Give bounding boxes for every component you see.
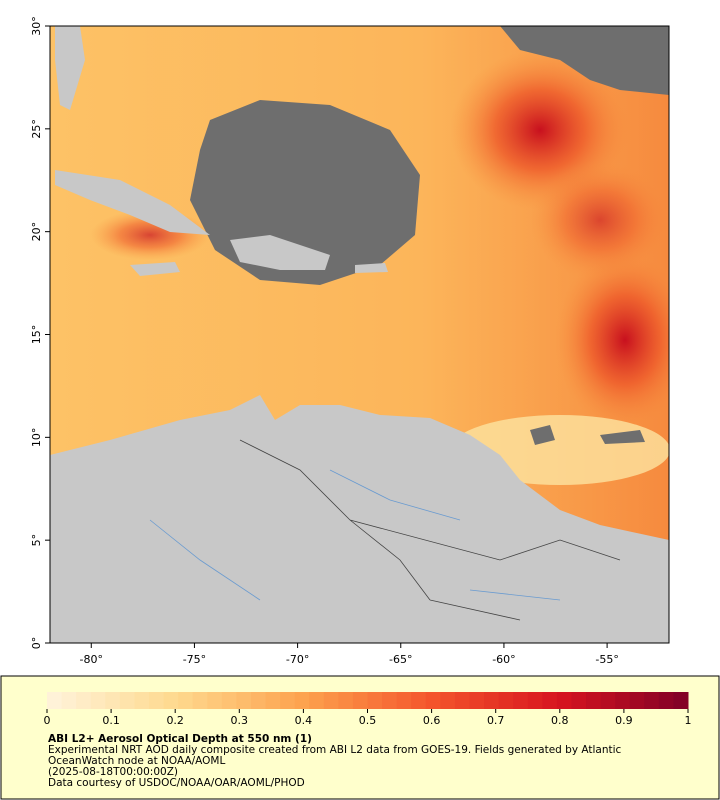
colorbar-bin [265,692,281,709]
colorbar-bin [280,692,296,709]
colorbar-bin [148,692,165,709]
colorbar-bin [338,692,354,709]
colorbar-bin [556,692,572,709]
y-tick-label: 20° [30,222,43,242]
colorbar-bin [105,692,121,709]
colorbar-bin [586,692,602,709]
colorbar-bin [178,692,194,709]
colorbar-bin [571,692,587,709]
y-tick-label: 25° [30,119,43,139]
colorbar-bin [513,692,529,709]
x-tick-label: -55° [595,653,618,666]
y-tick-label: 5° [30,534,43,547]
colorbar-bin [454,692,470,709]
colorbar-bin [469,692,485,709]
colorbar-tick-label: 0.8 [551,714,569,727]
colorbar-tick-label: 0 [44,714,51,727]
colorbar-bin [236,692,252,709]
colorbar-bin [411,692,427,709]
caption-line: (2025-08-18T00:00:00Z) [48,766,178,778]
axes: -80° -75° -70° -65° -60° -55° 0° 5° 10° 15° 20° 25°… [30,16,619,666]
map-image [50,26,669,643]
colorbar-bin [396,692,412,709]
colorbar-bin [644,692,660,709]
colorbar-bin [250,692,267,709]
y-tick-label: 10° [30,428,43,448]
colorbar-bin [498,692,514,709]
colorbar-bin [600,692,616,709]
colorbar-tick-label: 0.4 [295,714,313,727]
caption-line: OceanWatch node at NOAA/AOML [48,755,225,767]
colorbar-bin [527,692,543,709]
colorbar-tick-label: 0.6 [423,714,441,727]
y-tick-label: 0° [30,637,43,650]
colorbar-bin [615,692,631,709]
colorbar-bin [207,692,223,709]
colorbar-bin [484,692,500,709]
y-tick-label: 30° [30,16,43,36]
colorbar-bin [425,692,441,709]
caption-line: Experimental NRT AOD daily composite cre… [48,744,622,756]
x-tick-label: -80° [80,653,103,666]
x-tick-label: -60° [492,653,515,666]
x-tick-label: -70° [286,653,309,666]
caption-title: ABI L2+ Aerosol Optical Depth at 550 nm … [48,733,312,745]
colorbar-bin [163,692,179,709]
colorbar-bin [542,692,558,709]
colorbar-bin [76,692,92,709]
caption-line: Data courtesy of USDOC/NOAA/OAR/AOML/PHO… [48,777,305,789]
colorbar-bin [352,692,368,709]
colorbar: 0 0.1 0.2 0.3 0.4 0.5 0.6 0.7 0.8 0.9 1 [44,692,692,727]
x-tick-label: -75° [183,653,206,666]
colorbar-bin [440,692,456,709]
colorbar-tick-label: 1 [685,714,692,727]
colorbar-tick-label: 0.2 [166,714,184,727]
colorbar-tick-label: 0.1 [102,714,120,727]
colorbar-bin [61,692,77,709]
colorbar-bin [192,692,208,709]
colorbar-tick-label: 0.7 [487,714,505,727]
colorbar-bin [629,692,645,709]
colorbar-bin [658,692,674,709]
colorbar-tick-label: 0.9 [615,714,633,727]
colorbar-bin [294,692,310,709]
colorbar-tick-label: 0.3 [231,714,249,727]
colorbar-bin [221,692,237,709]
colorbar-bin [323,692,339,709]
colorbar-bin [90,692,106,709]
colorbar-bin [47,692,63,709]
y-tick-label: 15° [30,325,43,345]
colorbar-bin [367,692,383,709]
colorbar-bin [119,692,135,709]
colorbar-tick-label: 0.5 [359,714,377,727]
colorbar-bin [673,692,689,709]
colorbar-bin [134,692,150,709]
x-tick-label: -65° [389,653,412,666]
colorbar-bin [382,692,398,709]
colorbar-bin [309,692,325,709]
